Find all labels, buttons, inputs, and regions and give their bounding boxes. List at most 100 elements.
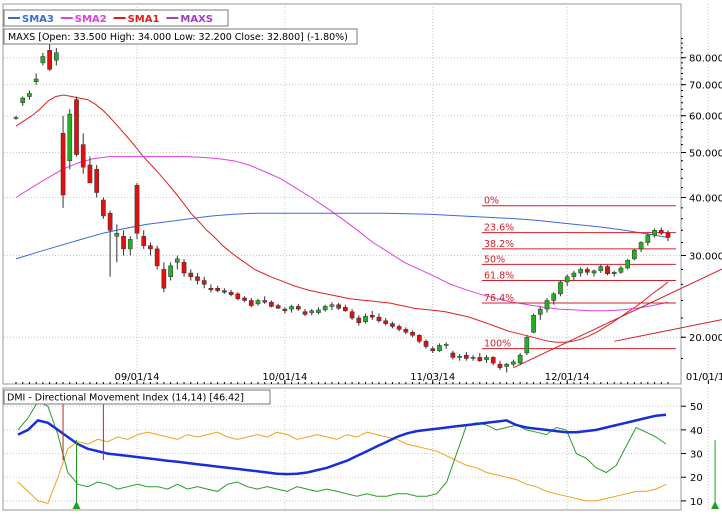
- candle-body: [416, 334, 422, 342]
- candle-body: [87, 164, 93, 184]
- candle: [208, 284, 214, 293]
- candle: [289, 304, 294, 313]
- candle: [571, 270, 577, 281]
- candle: [141, 230, 147, 249]
- candle: [658, 227, 664, 236]
- candle-body: [598, 266, 604, 272]
- candle-body: [558, 281, 563, 295]
- candle-body: [571, 272, 577, 277]
- candle: [349, 309, 355, 320]
- candle-body: [40, 56, 46, 64]
- candle-body: [255, 300, 261, 305]
- candle: [578, 267, 583, 277]
- candle-body: [490, 357, 496, 364]
- candle-body: [665, 232, 671, 238]
- candle-body: [632, 249, 637, 260]
- candle-body: [396, 326, 402, 330]
- candle-body: [161, 269, 167, 289]
- dmi-grid: [4, 388, 709, 510]
- dmi-panel-frame: [2, 387, 682, 511]
- dmi-signal-marker: [72, 440, 81, 509]
- candle-body: [222, 290, 227, 293]
- candle: [665, 230, 671, 242]
- candle-body: [363, 315, 368, 322]
- candle: [336, 303, 341, 310]
- candle: [134, 182, 140, 240]
- candle-body: [497, 363, 503, 368]
- candle: [363, 313, 368, 324]
- candle: [242, 296, 247, 303]
- info-box: MAXS [Open: 33.500 High: 34.000 Low: 32.…: [3, 28, 358, 45]
- candle: [484, 355, 489, 364]
- price-tick-label: 80.000: [689, 54, 722, 65]
- candle-body: [470, 357, 476, 359]
- candle-body: [148, 245, 153, 250]
- dmi-y-axis: 10 20 30 40 50: [681, 402, 703, 508]
- candle: [524, 335, 530, 356]
- price-tick-label: 30.000: [689, 251, 722, 262]
- candle-body: [652, 230, 657, 236]
- candle: [40, 52, 46, 66]
- candle: [369, 310, 375, 320]
- candle: [531, 313, 536, 334]
- fib-level-label: 38.2%: [484, 239, 514, 250]
- fib-level-label: 50%: [484, 254, 505, 265]
- legend-item: SMA1: [113, 14, 159, 25]
- candle-body: [457, 355, 462, 358]
- candle-body: [188, 272, 194, 277]
- candle: [107, 210, 113, 277]
- candle: [490, 356, 496, 366]
- candle-body: [484, 357, 489, 360]
- fib-level-label: 61.8%: [484, 270, 514, 281]
- candle-body: [443, 344, 449, 346]
- candle-body: [154, 248, 160, 267]
- candle-body: [410, 332, 415, 336]
- candle: [457, 354, 462, 361]
- candlesticks: [13, 43, 671, 373]
- candle: [309, 309, 315, 316]
- x-tick-label: 09/01/14: [115, 372, 160, 383]
- candle: [201, 276, 207, 289]
- legend: SMA3 SMA2 SMA1 MAXS: [3, 9, 229, 27]
- candle-body: [336, 304, 341, 309]
- candle-body: [524, 336, 530, 354]
- candle-body: [262, 300, 268, 303]
- candle: [316, 307, 321, 315]
- candle-body: [605, 266, 610, 275]
- candle: [228, 289, 234, 297]
- price-panel-frame: [2, 3, 682, 385]
- candle-body: [537, 308, 543, 315]
- candle: [161, 262, 167, 293]
- x-axis: 09/01/14 10/01/14 11/03/14 12/01/14 01/01/15…: [15, 372, 722, 384]
- trendline: [513, 268, 722, 369]
- candle: [638, 241, 644, 253]
- candle: [477, 352, 483, 362]
- price-tick-label: 40.000: [689, 193, 722, 204]
- dmi-tick-label: 30: [690, 450, 703, 461]
- price-tick-label: 20.000: [689, 333, 722, 344]
- candle-body: [369, 315, 375, 318]
- legend-label: SMA3: [22, 14, 54, 25]
- legend-item: SMA2: [60, 14, 107, 25]
- candle: [390, 321, 395, 329]
- candle: [302, 309, 308, 317]
- candle-body: [585, 269, 590, 273]
- candle-body: [464, 354, 469, 359]
- candle: [437, 343, 442, 352]
- candle: [174, 255, 180, 270]
- candle: [235, 292, 241, 301]
- candle-body: [33, 78, 39, 83]
- candle-body: [174, 258, 180, 263]
- candle: [322, 304, 328, 312]
- candle: [181, 258, 187, 277]
- candle: [443, 342, 449, 349]
- candle: [464, 351, 469, 361]
- candle: [544, 297, 550, 313]
- candle: [416, 334, 422, 344]
- candle: [195, 273, 200, 285]
- candle-body: [168, 265, 173, 277]
- candle: [511, 359, 516, 367]
- candle: [67, 109, 73, 170]
- candle: [47, 43, 52, 71]
